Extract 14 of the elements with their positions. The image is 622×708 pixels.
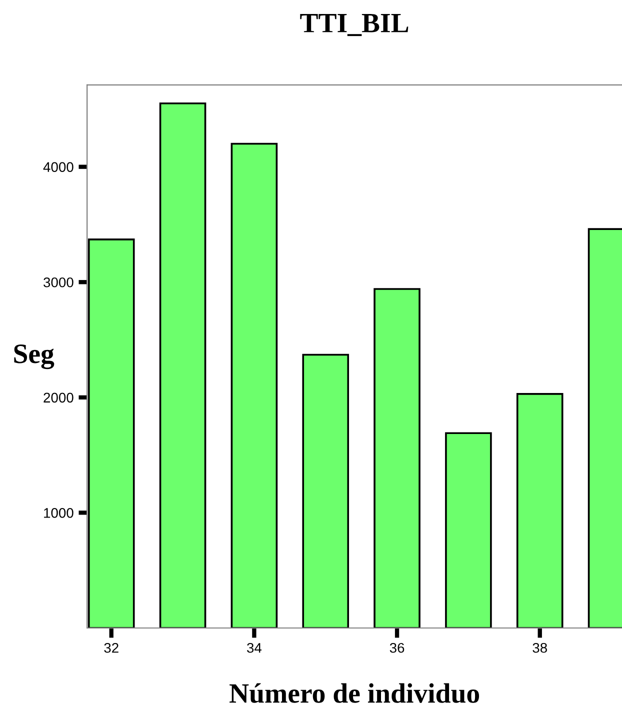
bar — [159, 102, 206, 628]
y-tick-label: 3000 — [44, 277, 74, 288]
x-axis-title: Número de individuo — [230, 683, 480, 703]
y-axis-title: Seg — [14, 344, 54, 370]
x-tick-label: 38 — [532, 642, 547, 653]
bar — [445, 432, 492, 628]
chart-title: TTI_BIL — [300, 14, 408, 36]
y-tick-label: 4000 — [43, 162, 74, 172]
x-tick-label: 32 — [104, 642, 118, 653]
bar — [302, 354, 350, 628]
y-tick-label: 1000 — [44, 508, 74, 518]
x-tick-label: 36 — [390, 642, 404, 653]
y-tick-label: 2000 — [44, 392, 74, 403]
x-tick-label: 34 — [247, 642, 262, 653]
